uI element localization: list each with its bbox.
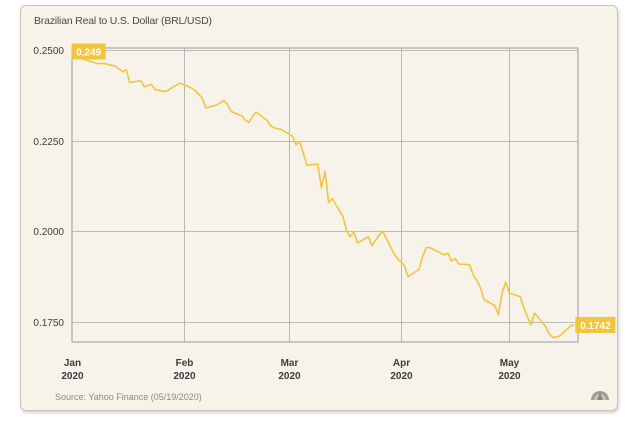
x-tick-month: Apr (393, 358, 410, 369)
data-labels: 0.249 0.1742 (71, 43, 616, 333)
start-value-label: 0.249 (76, 47, 101, 58)
x-tick-month: May (500, 358, 520, 369)
x-tick-year: 2020 (173, 371, 196, 382)
start-value-box (71, 43, 106, 60)
x-tick-year: 2020 (498, 371, 521, 382)
series (74, 52, 575, 339)
end-value-label: 0.1742 (580, 321, 611, 332)
chart-title: Brazilian Real to U.S. Dollar (BRL/USD) (34, 15, 212, 27)
x-tick-month: Feb (176, 358, 194, 369)
series-line (74, 52, 575, 339)
end-value-box (575, 316, 616, 333)
x-tick-month: Mar (281, 358, 299, 369)
x-axis-ticks: Jan 2020 Feb 2020 Mar 2020 Apr 2020 May 2020 (61, 358, 521, 382)
x-tick-year: 2020 (61, 371, 84, 382)
x-tick-year: 2020 (390, 371, 413, 382)
source-note: Source: Yahoo Finance (05/19/2020) (55, 392, 202, 402)
y-tick-label: 0.2250 (33, 137, 64, 148)
plot-frame (71, 47, 579, 343)
grid (71, 47, 579, 343)
source-logo-icon (591, 391, 609, 400)
y-tick-label: 0.2000 (33, 227, 64, 238)
x-tick-month: Jan (64, 358, 81, 369)
y-tick-label: 0.1750 (33, 318, 64, 329)
y-tick-label: 0.2500 (33, 46, 64, 57)
y-axis-ticks: 0.2500 0.2250 0.2000 0.1750 (33, 46, 64, 329)
chart-card (20, 5, 618, 411)
x-tick-year: 2020 (278, 371, 301, 382)
